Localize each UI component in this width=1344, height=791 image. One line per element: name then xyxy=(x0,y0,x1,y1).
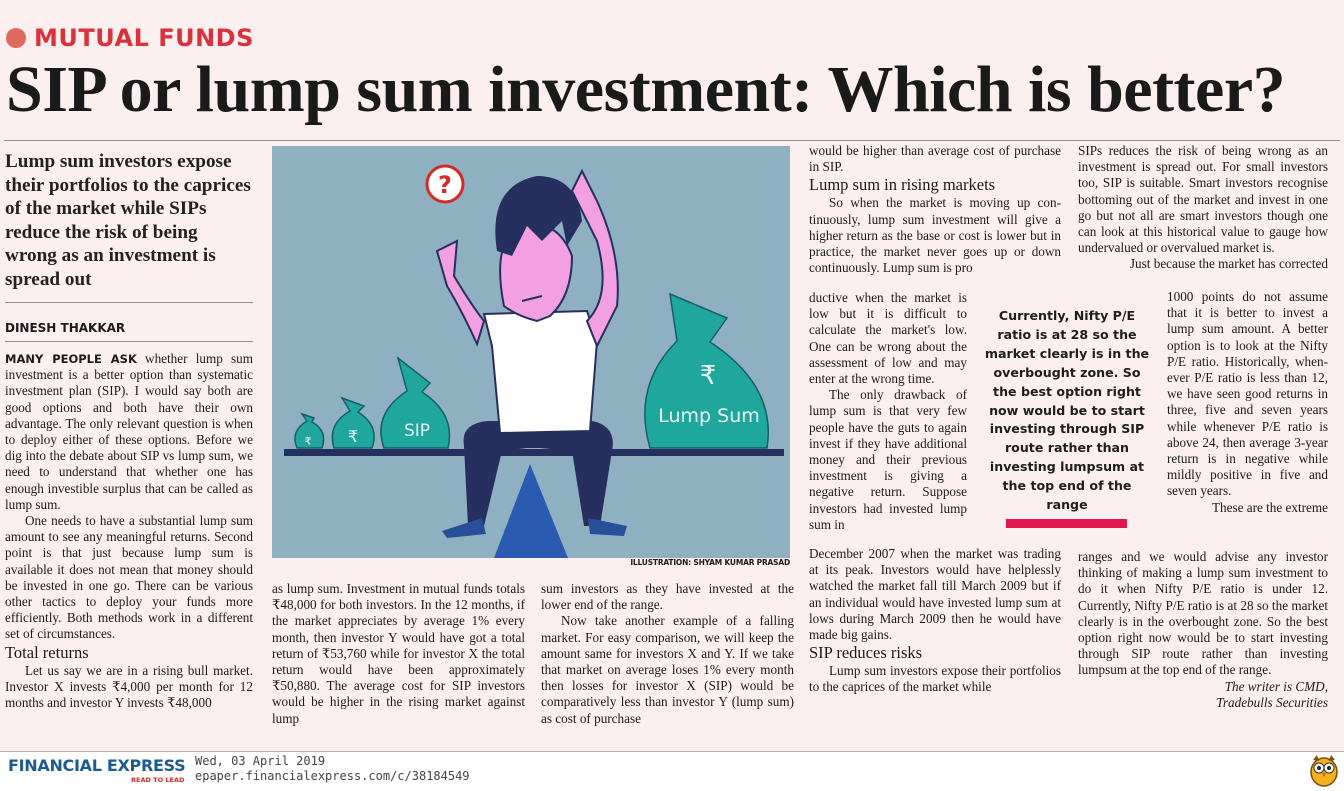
column-5-bottom: ranges and we would advise any investor … xyxy=(1078,549,1328,710)
bag-medium-symbol: ₹ xyxy=(348,427,358,446)
edition-date: Wed, 03 April 2019 xyxy=(195,754,326,768)
seesaw-plank xyxy=(284,449,784,456)
deck: Lump sum investors expose their portfoli… xyxy=(5,151,251,290)
bag-small-symbol: ₹ xyxy=(305,435,312,448)
bag-medium: ₹ xyxy=(331,396,375,449)
bag-sip: SIP xyxy=(380,356,451,449)
section-label: MUTUAL FUNDS xyxy=(6,24,254,52)
bag-lump-label: Lump Sum xyxy=(658,405,760,427)
subhead-total-returns: Total returns xyxy=(5,642,89,662)
illustration: ₹ ₹ SIP ₹ Lump Sum ? xyxy=(272,146,790,558)
column-1: MANY PEOPLE ASK whether lump sum investm… xyxy=(5,351,253,711)
headline-divider xyxy=(4,140,1340,141)
headline: SIP or lump sum investment: Which is bet… xyxy=(6,53,1286,126)
bag-small: ₹ xyxy=(294,412,325,449)
subhead-sip-reduces-risks: SIP reduces risks xyxy=(809,643,923,663)
column-4-bottom: December 2007 when the market was tradin… xyxy=(809,546,1061,695)
subhead-rising-markets: Lump sum in rising markets xyxy=(809,175,996,195)
lead-in: MANY PEOPLE ASK xyxy=(5,352,137,366)
illustration-credit: ILLUSTRATION: SHYAM KUMAR PRASAD xyxy=(630,558,790,567)
section-dot-icon xyxy=(6,28,26,48)
brand-tagline: READ TO LEAD xyxy=(131,776,185,784)
column-4-top: would be higher than average cost of pur… xyxy=(809,143,1061,276)
seesaw-fulcrum xyxy=(494,464,568,558)
brand-logo: FINANCIAL EXPRESS xyxy=(8,756,186,775)
byline: DINESH THAKKAR xyxy=(5,321,126,335)
author-company: Tradebulls Securities xyxy=(1216,694,1328,710)
deck-divider xyxy=(5,302,253,303)
footer-bar xyxy=(0,751,1344,791)
bag-lump-sum: ₹ Lump Sum xyxy=(644,292,769,449)
epaper-link[interactable]: epaper.financialexpress.com/c/38184549 xyxy=(195,769,470,783)
column-5-wrap: 1000 points do not assume that it is bet… xyxy=(1167,289,1328,515)
question-bubble-icon: ? xyxy=(425,164,465,204)
bag-lump-symbol: ₹ xyxy=(700,361,717,391)
thinking-man xyxy=(435,168,627,538)
column-4-wrap: ductive when the market is low but it is… xyxy=(809,290,967,532)
column-3: sum investors as they have invested at t… xyxy=(541,581,794,726)
question-mark: ? xyxy=(438,171,452,199)
pull-quote-bar xyxy=(1006,519,1127,528)
pull-quote: Currently, Nifty P/E ratio is at 28 so t… xyxy=(984,308,1150,513)
column-5-top: SIPs reduces the risk of being wrong as … xyxy=(1078,143,1328,272)
bag-sip-label: SIP xyxy=(404,421,430,441)
byline-divider xyxy=(5,341,253,342)
author-note: The writer is CMD, xyxy=(1224,678,1328,694)
owl-icon[interactable] xyxy=(1308,752,1340,788)
column-2: as lump sum. Investment in mutual funds … xyxy=(272,581,525,726)
